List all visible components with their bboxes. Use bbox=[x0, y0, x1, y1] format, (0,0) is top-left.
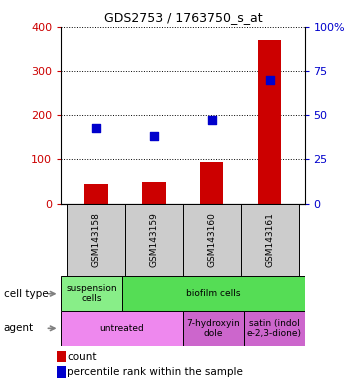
Text: cell type: cell type bbox=[4, 289, 48, 299]
Bar bbox=[142, 182, 166, 204]
Bar bbox=[84, 184, 107, 204]
Bar bbox=[67, 204, 125, 276]
Text: GSM143158: GSM143158 bbox=[91, 213, 100, 267]
Text: 7-hydroxyin
dole: 7-hydroxyin dole bbox=[187, 319, 240, 338]
Bar bbox=[61, 311, 183, 346]
Bar bbox=[122, 276, 304, 311]
Text: satin (indol
e-2,3-dione): satin (indol e-2,3-dione) bbox=[247, 319, 302, 338]
Text: biofilm cells: biofilm cells bbox=[186, 289, 240, 298]
Point bbox=[209, 118, 215, 124]
Text: untreated: untreated bbox=[100, 324, 145, 333]
Bar bbox=[183, 311, 244, 346]
Bar bbox=[57, 366, 66, 377]
Text: GSM143160: GSM143160 bbox=[207, 213, 216, 267]
Point bbox=[267, 77, 273, 83]
Bar bbox=[61, 276, 122, 311]
Bar bbox=[244, 311, 304, 346]
Text: GSM143159: GSM143159 bbox=[149, 213, 159, 267]
Bar bbox=[125, 204, 183, 276]
Bar bbox=[241, 204, 299, 276]
Text: agent: agent bbox=[4, 323, 34, 333]
Text: GSM143161: GSM143161 bbox=[265, 213, 274, 267]
Text: suspension
cells: suspension cells bbox=[66, 284, 117, 303]
Text: count: count bbox=[67, 352, 97, 362]
Title: GDS2753 / 1763750_s_at: GDS2753 / 1763750_s_at bbox=[104, 11, 262, 24]
Bar bbox=[200, 162, 223, 204]
Text: percentile rank within the sample: percentile rank within the sample bbox=[67, 367, 243, 377]
Bar bbox=[258, 40, 281, 204]
Bar bbox=[183, 204, 241, 276]
Point bbox=[93, 124, 99, 131]
Point bbox=[151, 133, 157, 139]
Bar bbox=[57, 351, 66, 362]
